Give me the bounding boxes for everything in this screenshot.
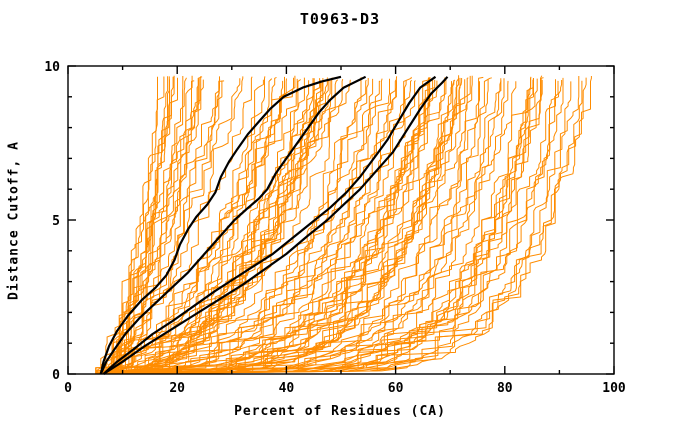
svg-text:5: 5 [52, 214, 60, 229]
svg-text:20: 20 [169, 381, 185, 396]
svg-text:10: 10 [44, 60, 60, 75]
chart-title: T0963-D3 [299, 10, 381, 28]
svg-text:60: 60 [388, 381, 404, 396]
svg-text:40: 40 [279, 381, 295, 396]
svg-text:100: 100 [602, 381, 626, 396]
svg-text:0: 0 [64, 381, 72, 396]
svg-text:80: 80 [497, 381, 513, 396]
x-axis-label: Percent of Residues (CA) [234, 404, 446, 419]
svg-text:0: 0 [52, 368, 60, 383]
